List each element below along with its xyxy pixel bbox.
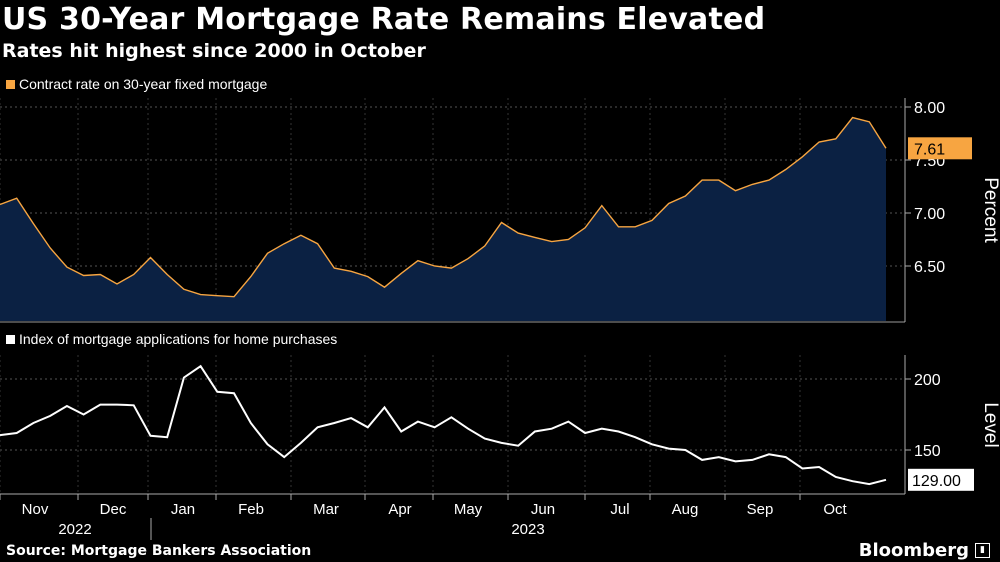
rate-last-value-badge: 7.61 <box>908 137 972 160</box>
rate-area-fill <box>0 117 886 321</box>
top-tick-label: 7.00 <box>914 206 945 223</box>
legend-index: Index of mortgage applications for home … <box>6 331 337 347</box>
x-year-label-2023: 2023 <box>511 521 544 538</box>
x-month-label: Oct <box>823 501 847 518</box>
x-month-label: Sep <box>747 501 774 518</box>
legend-label-index: Index of mortgage applications for home … <box>19 331 338 347</box>
source-note: Source: Mortgage Bankers Association <box>6 543 312 559</box>
rate-last-value-text: 7.61 <box>914 141 945 158</box>
x-month-label: Jul <box>610 501 629 518</box>
bottom-y-ticks: 200 150 <box>905 372 941 460</box>
x-month-label: Dec <box>100 501 127 518</box>
x-month-label: May <box>454 501 483 518</box>
bottom-tick-label: 200 <box>914 372 941 389</box>
x-month-label: Nov <box>22 501 49 518</box>
chart-title: US 30-Year Mortgage Rate Remains Elevate… <box>2 2 766 37</box>
chart-subtitle: Rates hit highest since 2000 in October <box>2 40 426 62</box>
legend-swatch-index <box>6 334 15 344</box>
legend-label-rate: Contract rate on 30-year fixed mortgage <box>19 76 268 92</box>
legend-swatch-rate <box>6 79 15 89</box>
top-y-ticks: 8.007.507.006.50 <box>905 100 945 276</box>
brand-name: Bloomberg <box>858 540 969 561</box>
x-year-label-2022: 2022 <box>58 521 91 538</box>
bottom-y-axis-label: Level <box>980 402 1000 447</box>
x-month-label: Aug <box>672 501 699 518</box>
bottom-panel-grid <box>0 355 905 494</box>
x-month-labels: Nov Dec Jan Feb Mar Apr May Jun Jul Aug Sep Oct <box>0 494 847 518</box>
top-tick-label: 8.00 <box>914 100 945 117</box>
top-y-axis-label: Percent <box>980 177 1000 243</box>
x-month-label: Jan <box>171 501 195 518</box>
rate-series-line <box>0 116 887 298</box>
x-month-label: Jun <box>531 501 555 518</box>
top-tick-label: 6.50 <box>914 259 945 276</box>
bloomberg-chart-icon: ▮ <box>975 543 990 558</box>
index-series-line <box>0 364 887 486</box>
bottom-tick-label: 150 <box>914 443 941 460</box>
x-month-label: Apr <box>388 501 411 518</box>
brand-logo: Bloomberg ▮ <box>859 540 990 561</box>
x-month-label: Feb <box>238 501 264 518</box>
index-last-value-badge: 129.00 <box>908 468 974 491</box>
index-last-value-text: 129.00 <box>912 473 961 490</box>
legend-rate: Contract rate on 30-year fixed mortgage <box>6 76 267 92</box>
x-month-label: Mar <box>313 501 339 518</box>
